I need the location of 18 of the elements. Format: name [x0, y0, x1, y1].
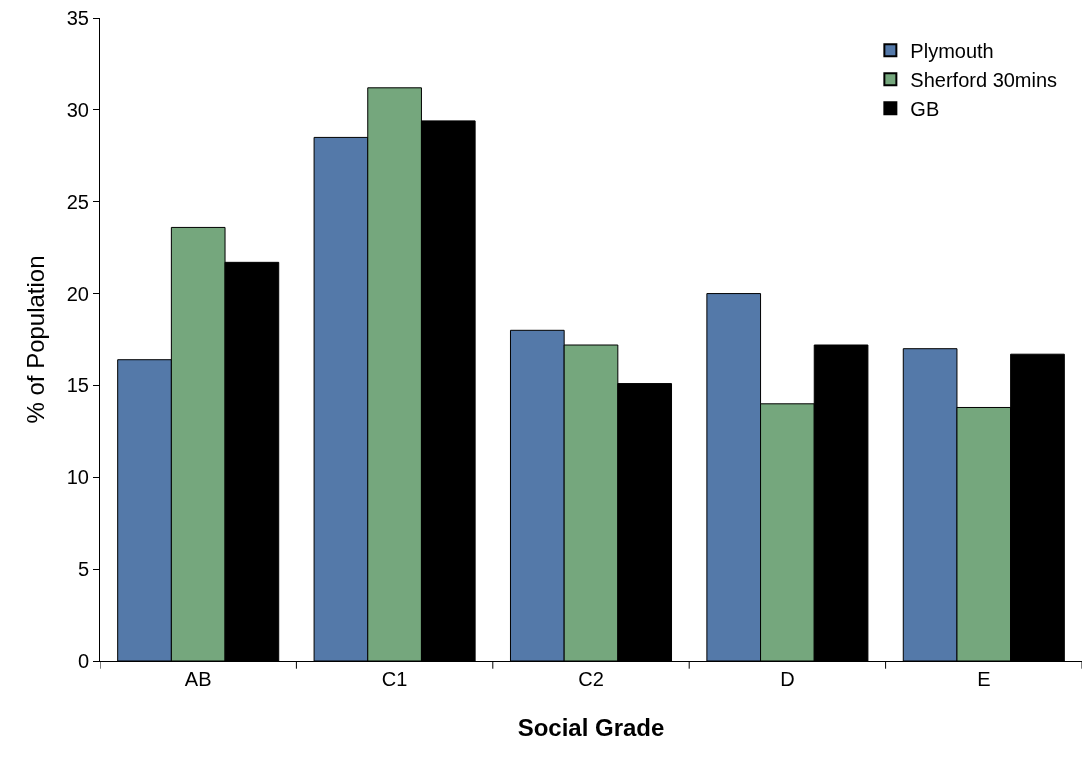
x-tick-label: AB — [184, 668, 212, 690]
x-axis-title: Social Grade — [517, 714, 665, 742]
legend-label: GB — [910, 98, 940, 121]
x-tick-label: E — [977, 668, 991, 690]
y-tick-label: 20 — [66, 282, 89, 305]
y-tick-label: 5 — [77, 558, 89, 581]
legend-label: Sherford 30mins — [910, 69, 1058, 92]
x-tick-label: D — [780, 668, 795, 690]
y-tick-label: 15 — [66, 374, 89, 397]
y-tick-label: 30 — [66, 98, 89, 121]
legend-label: Plymouth — [910, 40, 994, 63]
y-tick-label: 25 — [66, 190, 89, 213]
y-tick-label: 35 — [66, 7, 89, 29]
y-axis-title: % of Population — [21, 255, 49, 424]
y-tick-label: 0 — [77, 650, 89, 672]
x-tick-label: C2 — [578, 668, 604, 690]
y-tick-label: 10 — [66, 466, 89, 489]
x-tick-label: C1 — [381, 668, 408, 690]
